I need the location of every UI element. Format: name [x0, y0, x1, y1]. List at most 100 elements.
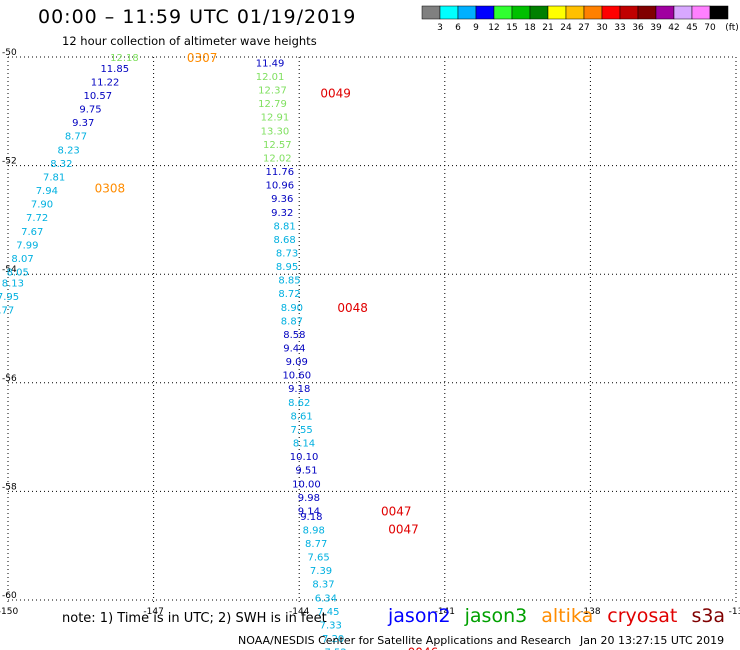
satellite-s3a: s3a	[691, 605, 726, 627]
data-label: 8.77	[305, 539, 327, 550]
data-label: 8.32	[50, 159, 72, 170]
satellite-jason3: jason3	[464, 605, 528, 627]
data-label: 8.72	[278, 289, 300, 300]
data-label: 7.77	[0, 305, 14, 316]
data-label: 11.76	[265, 167, 294, 178]
data-label: 13.30	[261, 126, 290, 137]
data-label: 6.34	[315, 593, 337, 604]
legend-label: 15	[506, 23, 517, 33]
data-label: 8.62	[288, 398, 310, 409]
data-label: 12.57	[263, 140, 292, 151]
x-tick-label: -150	[0, 607, 18, 617]
data-label: 8.68	[274, 235, 296, 246]
color-legend: 3 6 9 12 15 18 21 24 27 30 33 36 39 42 45 70 (ft)	[421, 5, 739, 33]
y-tick-label: -54	[2, 265, 17, 275]
page-subtitle: 12 hour collection of altimeter wave hei…	[62, 34, 317, 48]
y-tick-label: -52	[2, 157, 17, 167]
data-label: 7.90	[31, 200, 53, 211]
data-label: 11.49	[256, 58, 285, 69]
data-label: 8.81	[274, 221, 296, 232]
legend-label: 30	[596, 23, 608, 33]
y-tick-label: -58	[2, 482, 17, 492]
legend-swatch	[709, 5, 729, 20]
data-label: 9.09	[286, 357, 308, 368]
data-label: 10.96	[265, 181, 294, 192]
data-label: 11.22	[91, 77, 120, 88]
data-label: 7.65	[307, 553, 329, 564]
legend-unit: (ft)	[725, 23, 739, 33]
x-tick-label: -141	[435, 607, 455, 617]
data-label: 12.91	[261, 113, 290, 124]
data-label: 8.37	[312, 580, 334, 591]
y-tick-label: -60	[2, 591, 17, 601]
satellite-legend: jason2 jason3 altika cryosat s3a	[388, 605, 733, 627]
legend-label: 33	[614, 23, 625, 33]
data-label: 12.01	[256, 72, 285, 83]
legend-label: 42	[668, 23, 679, 33]
data-label: 8.90	[281, 303, 303, 314]
y-tick-label: -50	[2, 48, 17, 58]
data-label: 10.10	[290, 452, 319, 463]
data-label: 7.67	[21, 227, 43, 238]
data-label: 8.23	[58, 145, 80, 156]
data-label: 7.99	[16, 240, 38, 251]
data-label: 8.61	[290, 411, 312, 422]
page-title: 00:00 – 11:59 UTC 01/19/2019	[38, 6, 357, 28]
data-label: 9.32	[271, 208, 293, 219]
data-label: 7.20	[322, 634, 344, 645]
legend-label: 9	[473, 23, 479, 33]
data-label: 10.57	[83, 91, 112, 102]
data-label: 7.55	[290, 425, 312, 436]
legend-label: 3	[437, 23, 443, 33]
data-label: 7.72	[26, 213, 48, 224]
satellite-jason2: jason2	[388, 605, 451, 627]
data-label: 8.58	[283, 330, 305, 341]
data-label: 8.95	[276, 262, 298, 273]
x-tick-label: -144	[289, 607, 310, 617]
time-label: 0048	[337, 301, 368, 315]
data-label: 8.13	[2, 278, 24, 289]
footer-note: note: 1) Time is in UTC; 2) SWH is in fe…	[62, 611, 327, 626]
data-label: 9.98	[298, 493, 320, 504]
time-label: 0047	[388, 522, 419, 536]
data-label: 7.45	[317, 607, 339, 618]
data-label: 10.60	[282, 371, 311, 382]
legend-label: 18	[524, 23, 536, 33]
data-label: 9.18	[288, 384, 310, 395]
legend-label: 27	[578, 23, 589, 33]
data-label: 12.37	[258, 86, 287, 97]
data-label: 7.33	[320, 620, 342, 631]
data-label: 9.18	[300, 512, 322, 523]
data-label: 9.37	[72, 118, 94, 129]
data-label: 7.95	[0, 292, 19, 303]
data-label: 8.14	[293, 439, 315, 450]
data-label: 8.77	[65, 132, 87, 143]
footer-credit: NOAA/NESDIS Center for Satellite Applica…	[238, 634, 572, 647]
data-label: 8.98	[303, 525, 325, 536]
time-label: 0308	[95, 181, 126, 195]
x-tick-label: -138	[580, 607, 601, 617]
legend-label: 21	[542, 23, 553, 33]
legend-label: 6	[455, 23, 461, 33]
time-label: 0049	[320, 86, 351, 100]
data-label: 7.94	[36, 186, 58, 197]
time-label: 0307	[187, 51, 218, 65]
data-label: 8.87	[281, 316, 303, 327]
data-label: 8.05	[7, 267, 29, 278]
data-label: 10.00	[292, 479, 321, 490]
data-label: 7.81	[43, 172, 65, 183]
data-label: 9.14	[298, 506, 320, 517]
data-label: 7.39	[310, 566, 332, 577]
data-label: 11.85	[100, 64, 129, 75]
data-label: 9.75	[79, 105, 101, 116]
data-label: 9.36	[271, 194, 293, 205]
data-label: 12.18	[110, 53, 139, 64]
x-tick-label: -147	[143, 607, 163, 617]
time-label: 0046	[408, 646, 439, 650]
legend-label: 45	[686, 23, 697, 33]
data-label: 8.85	[278, 276, 300, 287]
data-label: 9.51	[295, 466, 317, 477]
data-label: 9.44	[283, 344, 305, 355]
data-label: 7.52	[324, 648, 346, 650]
